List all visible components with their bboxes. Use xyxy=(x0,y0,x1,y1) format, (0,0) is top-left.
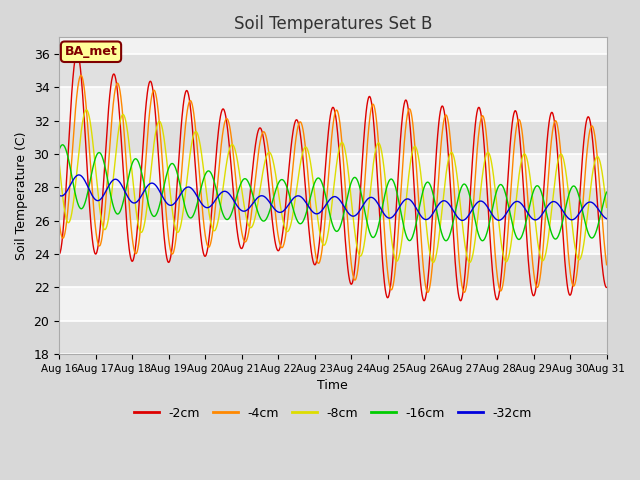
-16cm xyxy=(164,167,172,173)
-8cm xyxy=(239,192,246,198)
-4cm xyxy=(55,218,63,224)
-16cm xyxy=(239,178,246,183)
-4cm xyxy=(177,174,185,180)
-8cm xyxy=(490,177,498,182)
-4cm xyxy=(490,236,498,241)
-8cm xyxy=(83,107,90,113)
-32cm xyxy=(239,208,246,214)
-8cm xyxy=(55,159,63,165)
-8cm xyxy=(177,220,185,226)
-8cm xyxy=(538,258,546,264)
Bar xyxy=(59,187,607,221)
Text: BA_met: BA_met xyxy=(65,45,117,58)
-32cm xyxy=(75,172,83,178)
-32cm xyxy=(490,214,498,220)
-2cm xyxy=(177,122,185,128)
-2cm xyxy=(73,50,81,56)
Bar xyxy=(59,254,607,288)
-16cm xyxy=(442,238,450,244)
Line: -2cm: -2cm xyxy=(59,53,607,301)
-2cm xyxy=(538,208,546,214)
Title: Soil Temperatures Set B: Soil Temperatures Set B xyxy=(234,15,432,33)
Y-axis label: Soil Temperature (C): Soil Temperature (C) xyxy=(15,132,28,260)
-2cm xyxy=(239,245,246,251)
-4cm xyxy=(418,250,426,255)
-32cm xyxy=(55,192,63,198)
Bar xyxy=(59,54,607,87)
-2cm xyxy=(164,259,172,264)
-16cm xyxy=(177,188,185,193)
-8cm xyxy=(466,260,474,265)
-16cm xyxy=(603,189,611,195)
-8cm xyxy=(164,168,172,174)
-32cm xyxy=(164,202,172,207)
-8cm xyxy=(603,204,611,210)
Line: -4cm: -4cm xyxy=(59,75,607,292)
Line: -16cm: -16cm xyxy=(59,145,607,241)
-32cm xyxy=(538,211,546,217)
-32cm xyxy=(418,215,426,220)
X-axis label: Time: Time xyxy=(317,379,348,392)
-4cm xyxy=(77,72,84,78)
Line: -8cm: -8cm xyxy=(59,110,607,263)
-4cm xyxy=(424,289,431,295)
Legend: -2cm, -4cm, -8cm, -16cm, -32cm: -2cm, -4cm, -8cm, -16cm, -32cm xyxy=(129,402,537,424)
Line: -32cm: -32cm xyxy=(59,175,607,220)
-4cm xyxy=(164,230,172,236)
-4cm xyxy=(538,255,546,261)
Bar xyxy=(59,321,607,354)
-32cm xyxy=(458,217,466,223)
-2cm xyxy=(418,292,426,298)
-2cm xyxy=(603,285,611,290)
-32cm xyxy=(177,191,185,196)
-16cm xyxy=(490,198,498,204)
-8cm xyxy=(418,182,426,188)
Bar xyxy=(59,120,607,154)
-16cm xyxy=(418,192,426,198)
-16cm xyxy=(59,142,67,148)
-16cm xyxy=(538,192,546,198)
-32cm xyxy=(603,216,611,222)
-4cm xyxy=(603,262,611,268)
-2cm xyxy=(55,251,63,257)
-16cm xyxy=(55,147,63,153)
-4cm xyxy=(239,233,246,239)
-2cm xyxy=(490,284,498,289)
-2cm xyxy=(457,298,465,304)
